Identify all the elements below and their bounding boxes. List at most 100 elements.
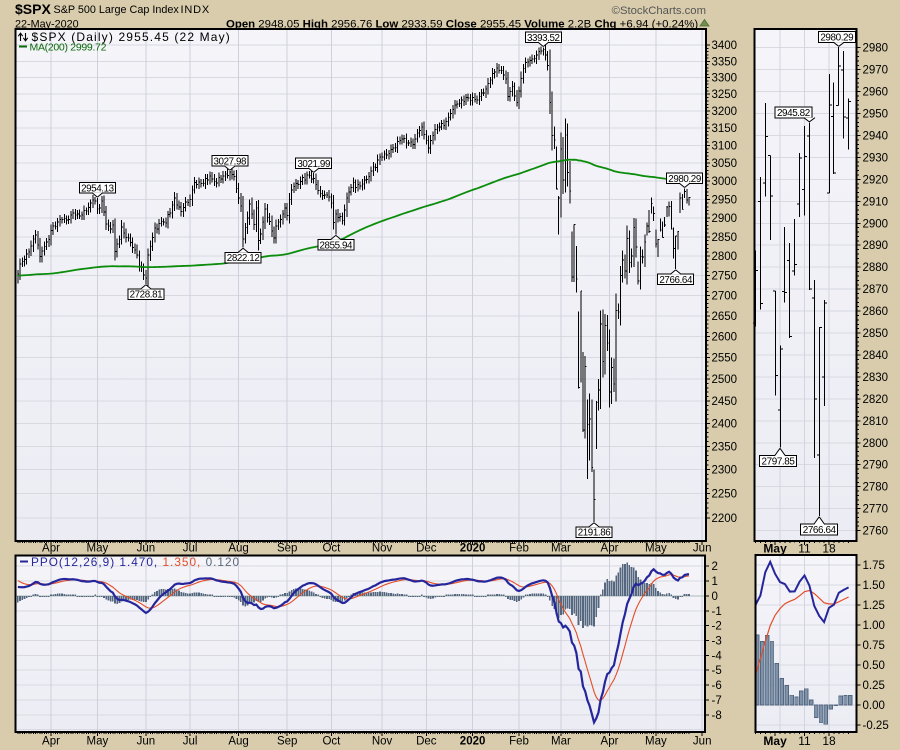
svg-text:1.75: 1.75 (863, 560, 885, 572)
svg-text:2700: 2700 (712, 291, 738, 303)
svg-text:-4: -4 (712, 650, 723, 662)
svg-text:-8: -8 (712, 710, 722, 722)
svg-text:Sep: Sep (277, 543, 297, 555)
svg-text:S&P 500 Large Cap Index: S&P 500 Large Cap Index (54, 4, 180, 16)
svg-text:2020: 2020 (460, 543, 486, 555)
svg-text:Mar: Mar (551, 736, 571, 748)
svg-text:2890: 2890 (863, 240, 889, 252)
svg-text:2980.29: 2980.29 (668, 174, 701, 185)
svg-text:-5: -5 (712, 665, 722, 677)
svg-text:2766.64: 2766.64 (803, 525, 837, 536)
svg-text:Feb: Feb (509, 543, 529, 555)
svg-text:-0.25: -0.25 (863, 720, 889, 732)
svg-text:2797.85: 2797.85 (762, 457, 796, 468)
svg-text:2850: 2850 (863, 328, 889, 340)
svg-text:2750: 2750 (712, 271, 738, 283)
svg-text:3250: 3250 (712, 89, 738, 101)
svg-text:2820: 2820 (863, 394, 889, 406)
svg-text:0.25: 0.25 (863, 680, 885, 692)
svg-text:2300: 2300 (712, 465, 738, 477)
svg-text:Apr: Apr (601, 543, 619, 555)
svg-text:2728.81: 2728.81 (130, 290, 163, 301)
svg-text:2980: 2980 (863, 43, 889, 55)
svg-text:3400: 3400 (712, 40, 738, 52)
svg-text:Jun: Jun (693, 736, 712, 748)
svg-text:2950: 2950 (712, 194, 738, 206)
svg-text:2900: 2900 (863, 218, 889, 230)
svg-text:INDX: INDX (181, 4, 210, 16)
svg-text:Dec: Dec (416, 736, 437, 748)
svg-text:Open 2948.05 High 2956.76 Lo: Open 2948.05 High 2956.76 Low 2933.59 Cl… (226, 19, 698, 31)
svg-text:$SPX (Daily) 2955.45 (22 May): $SPX (Daily) 2955.45 (22 May) (32, 30, 231, 44)
svg-text:2980.29: 2980.29 (820, 33, 854, 44)
svg-text:-7: -7 (712, 695, 722, 707)
svg-text:2970: 2970 (863, 65, 889, 77)
svg-text:2830: 2830 (863, 372, 889, 384)
svg-text:PPO(12,26,9) 1.470, 1.350, 0.1: PPO(12,26,9) 1.470, 1.350, 0.120 (31, 555, 240, 569)
svg-text:2850: 2850 (712, 232, 738, 244)
svg-text:Nov: Nov (372, 736, 393, 748)
svg-text:0: 0 (712, 591, 718, 603)
svg-text:11: 11 (798, 542, 811, 556)
svg-text:Feb: Feb (509, 736, 529, 748)
svg-text:©StockCharts.com: ©StockCharts.com (612, 5, 706, 17)
svg-text:2860: 2860 (863, 306, 889, 318)
svg-text:3150: 3150 (712, 123, 738, 135)
svg-text:2880: 2880 (863, 262, 889, 274)
svg-text:2810: 2810 (863, 416, 889, 428)
svg-text:Oct: Oct (322, 543, 341, 555)
svg-text:Jun: Jun (137, 736, 156, 748)
svg-text:2954.13: 2954.13 (81, 184, 115, 195)
svg-text:2940: 2940 (863, 131, 889, 143)
svg-text:2550: 2550 (712, 353, 738, 365)
svg-text:2: 2 (712, 561, 718, 573)
svg-text:11: 11 (798, 734, 811, 748)
svg-text:2650: 2650 (712, 311, 738, 323)
svg-text:2800: 2800 (863, 438, 889, 450)
svg-text:May: May (763, 734, 787, 748)
svg-text:3393.52: 3393.52 (527, 33, 560, 44)
svg-text:May: May (763, 542, 787, 556)
svg-text:Sep: Sep (277, 736, 297, 748)
svg-text:0.50: 0.50 (863, 660, 885, 672)
svg-text:2250: 2250 (712, 489, 738, 501)
svg-text:Apr: Apr (601, 736, 619, 748)
svg-text:Jun: Jun (693, 543, 712, 555)
svg-text:3027.98: 3027.98 (213, 157, 247, 168)
svg-text:1: 1 (712, 576, 718, 588)
svg-text:2400: 2400 (712, 419, 738, 431)
svg-text:$SPX: $SPX (15, 1, 51, 17)
svg-text:May: May (645, 736, 667, 748)
svg-text:2960: 2960 (863, 87, 889, 99)
svg-text:0.00: 0.00 (863, 700, 885, 712)
svg-text:1.25: 1.25 (863, 600, 885, 612)
svg-text:2800: 2800 (712, 251, 738, 263)
svg-text:Nov: Nov (372, 543, 393, 555)
svg-text:18: 18 (822, 734, 836, 748)
svg-text:2200: 2200 (712, 513, 738, 525)
svg-text:2450: 2450 (712, 396, 738, 408)
svg-text:2930: 2930 (863, 152, 889, 164)
svg-text:Jun: Jun (137, 543, 156, 555)
svg-text:2900: 2900 (712, 213, 738, 225)
svg-text:3100: 3100 (712, 141, 738, 153)
svg-text:Oct: Oct (322, 736, 341, 748)
svg-text:2790: 2790 (863, 460, 889, 472)
svg-text:-3: -3 (712, 636, 722, 648)
svg-text:3300: 3300 (712, 73, 738, 85)
svg-text:Apr: Apr (42, 543, 60, 555)
svg-text:Jul: Jul (183, 543, 198, 555)
svg-text:0.75: 0.75 (863, 640, 885, 652)
svg-text:May: May (645, 543, 667, 555)
svg-text:2910: 2910 (863, 196, 889, 208)
svg-text:Aug: Aug (228, 543, 248, 555)
svg-text:2870: 2870 (863, 284, 889, 296)
svg-text:May: May (87, 736, 109, 748)
svg-text:18: 18 (822, 542, 836, 556)
svg-text:Aug: Aug (228, 736, 248, 748)
svg-text:Dec: Dec (416, 543, 437, 555)
svg-text:2600: 2600 (712, 332, 738, 344)
svg-text:2920: 2920 (863, 174, 889, 186)
svg-text:3021.99: 3021.99 (297, 159, 330, 170)
svg-text:2191.86: 2191.86 (578, 528, 612, 539)
